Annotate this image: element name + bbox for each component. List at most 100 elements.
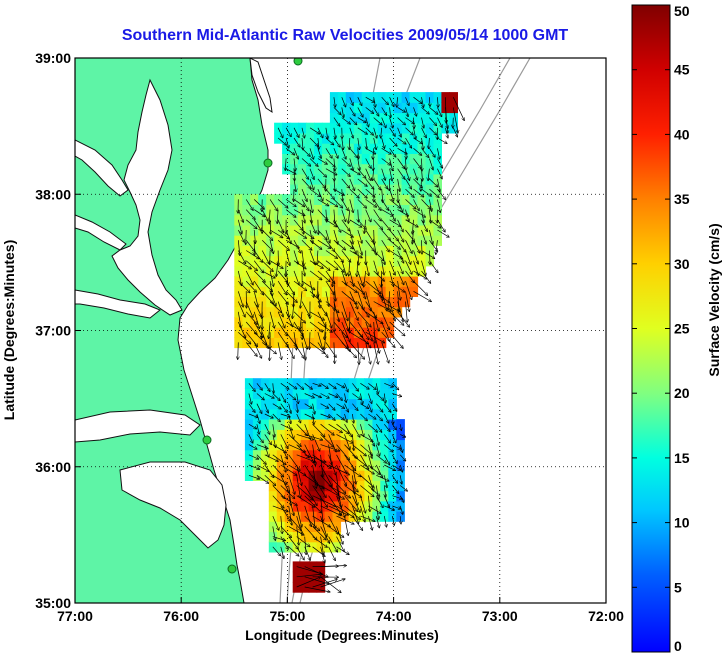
velocity-vector <box>357 178 367 186</box>
velocity-vector <box>237 291 243 307</box>
velocity-vector <box>373 158 374 171</box>
velocity-cell <box>314 214 323 226</box>
velocity-vector <box>309 281 314 297</box>
velocity-vector <box>272 393 280 401</box>
velocity-vector <box>364 270 367 287</box>
velocity-vector <box>405 127 414 135</box>
velocity-vector <box>253 291 258 307</box>
velocity-vector <box>285 250 290 266</box>
velocity-cell <box>425 245 435 257</box>
velocity-vector <box>405 280 412 299</box>
velocity-vector <box>328 546 336 561</box>
velocity-vector <box>326 127 328 139</box>
velocity-vector <box>336 382 345 387</box>
velocity-vector <box>328 475 346 493</box>
velocity-vector <box>428 168 429 181</box>
velocity-vector <box>389 239 401 249</box>
velocity-vector <box>293 311 305 323</box>
velocity-vector <box>288 413 291 424</box>
velocity-vector <box>397 147 407 154</box>
velocity-vector <box>405 209 409 222</box>
velocity-vector <box>400 434 405 437</box>
velocity-vector <box>373 342 379 364</box>
velocity-vector <box>429 127 436 135</box>
velocity-vector <box>325 239 335 251</box>
velocity-vector <box>317 158 327 165</box>
colorbar: 0 5 10 15 20 25 30 35 40 45 50 Surface Velocity (c… <box>631 3 722 654</box>
velocity-vector <box>413 270 427 279</box>
velocity-vector <box>357 291 364 310</box>
velocity-vector <box>389 168 393 181</box>
velocity-vector <box>373 219 383 230</box>
velocity-vector <box>368 423 377 432</box>
velocity-vector <box>397 229 404 242</box>
velocity-vector <box>437 168 442 179</box>
velocity-vector <box>288 505 292 525</box>
velocity-vector <box>245 209 255 220</box>
velocity-vector <box>381 270 382 287</box>
velocity-vector <box>398 291 399 311</box>
velocity-vector <box>391 403 396 411</box>
velocity-vector <box>389 148 396 157</box>
velocity-vector <box>317 209 328 220</box>
velocity-vector <box>365 199 377 207</box>
velocity-cell <box>396 511 405 522</box>
velocity-vector <box>406 148 407 158</box>
velocity-vector <box>358 209 359 222</box>
velocity-vector <box>269 199 277 210</box>
velocity-vector <box>305 536 306 555</box>
velocity-vector <box>328 423 343 432</box>
colorbar-label: Surface Velocity (cm/s) <box>706 223 722 376</box>
velocity-cell <box>266 337 275 349</box>
velocity-vector <box>344 434 350 449</box>
velocity-vector <box>301 239 312 250</box>
velocity-vector <box>421 260 426 276</box>
velocity-vector <box>365 168 371 181</box>
velocity-vector <box>384 464 395 470</box>
velocity-vector <box>293 219 303 230</box>
station-marker <box>202 435 212 445</box>
velocity-cell <box>314 276 323 287</box>
velocity-vector <box>389 280 405 292</box>
velocity-vector <box>301 342 306 359</box>
velocity-vector <box>245 219 257 229</box>
velocity-vector <box>264 434 272 444</box>
velocity-vector <box>272 526 276 540</box>
velocity-vector <box>406 158 407 170</box>
velocity-vector <box>245 342 257 356</box>
velocity-vector <box>413 127 416 139</box>
velocity-vector <box>373 107 379 115</box>
y-tick-label: 35:00 <box>35 595 71 611</box>
y-axis-label: Latitude (Degrees:Minutes) <box>1 240 17 420</box>
velocity-vector <box>280 444 288 459</box>
velocity-vector <box>301 168 308 179</box>
velocity-vector <box>341 158 351 167</box>
velocity-vector <box>365 291 371 310</box>
velocity-vector <box>296 516 302 534</box>
velocity-vector <box>309 148 314 159</box>
velocity-vector <box>429 107 437 114</box>
velocity-vector <box>245 270 253 285</box>
velocity-vector <box>277 137 286 145</box>
velocity-vector <box>392 475 397 483</box>
velocity-vector <box>256 393 264 400</box>
velocity-vector <box>422 240 423 254</box>
velocity-vector <box>288 393 296 400</box>
velocity-vector <box>381 229 391 240</box>
chart-title: Southern Mid-Atlantic Raw Velocities 200… <box>122 27 569 44</box>
velocity-vector <box>348 209 350 224</box>
velocity-vector <box>360 444 372 456</box>
velocity-vector <box>381 311 390 330</box>
velocity-vector <box>349 117 357 125</box>
velocity-vector <box>405 260 412 274</box>
velocity-vector <box>397 107 406 112</box>
y-tick-label: 39:00 <box>35 50 71 66</box>
velocity-vector <box>312 393 322 398</box>
velocity-vector <box>309 332 310 349</box>
velocity-vector <box>389 117 393 128</box>
velocity-vector <box>304 454 326 462</box>
velocity-vector <box>374 321 375 343</box>
velocity-vector <box>349 148 358 157</box>
velocity-vector <box>304 475 324 488</box>
velocity-vector <box>248 464 260 469</box>
